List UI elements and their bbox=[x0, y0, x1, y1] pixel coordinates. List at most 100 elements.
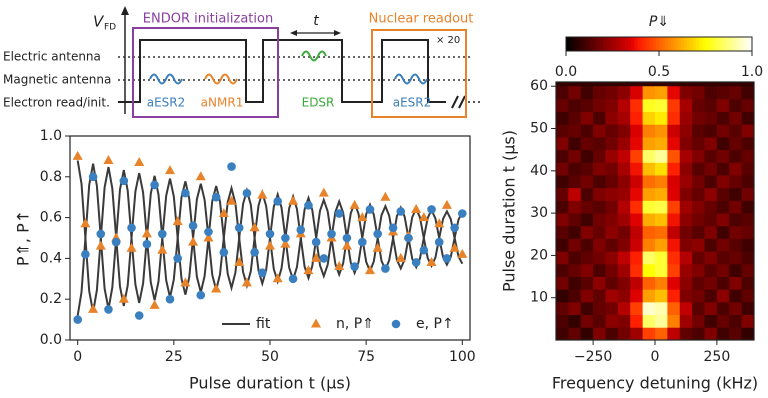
heatmap-cell bbox=[568, 124, 582, 138]
colorbar-step bbox=[690, 37, 694, 51]
heatmap-cell bbox=[679, 86, 693, 100]
y-axis-label: P⇑, P↑ bbox=[14, 210, 33, 266]
heatmap-cell bbox=[716, 314, 730, 328]
heatmap-cell bbox=[617, 314, 631, 328]
heatmap-cell bbox=[580, 175, 594, 189]
heatmap-cell bbox=[642, 263, 656, 277]
heatmap-cell bbox=[667, 251, 681, 265]
colorbar-step bbox=[730, 37, 734, 51]
heatmap-cell bbox=[630, 225, 644, 239]
y-axis-label: Pulse duration t (μs) bbox=[500, 130, 519, 292]
heatmap-cell bbox=[704, 86, 718, 100]
heatmap-cell bbox=[556, 213, 569, 227]
colorbar-step bbox=[742, 37, 747, 51]
heatmap-cell bbox=[617, 263, 631, 277]
heatmap-cell bbox=[679, 200, 693, 214]
heatmap-cell bbox=[580, 187, 594, 201]
heatmap-cell bbox=[593, 200, 606, 214]
circle-marker bbox=[434, 237, 444, 247]
heatmap-cell bbox=[593, 136, 606, 151]
heatmap-cell bbox=[617, 175, 631, 189]
triangle-marker bbox=[280, 238, 291, 248]
heatmap-cell bbox=[729, 238, 743, 252]
heatmap-cell bbox=[729, 251, 743, 265]
triangle-marker bbox=[195, 171, 206, 181]
heatmap-cell bbox=[655, 187, 668, 201]
heatmap-cell bbox=[605, 289, 619, 303]
heatmap-cell bbox=[704, 136, 718, 151]
pulse-label: aNMR1 bbox=[201, 96, 244, 110]
heatmap-cell bbox=[605, 111, 619, 125]
colorbar-step bbox=[618, 37, 623, 51]
heatmap-cell bbox=[716, 327, 730, 341]
heatmap-cell bbox=[692, 149, 705, 163]
heatmap-cell bbox=[741, 263, 755, 277]
heatmap-cell bbox=[630, 314, 644, 328]
heatmap-cell bbox=[568, 314, 582, 328]
heatmap-cell bbox=[580, 136, 594, 151]
heatmap-cell bbox=[692, 124, 705, 138]
heatmap-cell bbox=[605, 162, 619, 176]
colorbar-step bbox=[705, 37, 709, 51]
heatmap-cell bbox=[642, 276, 656, 290]
heatmap-cell bbox=[568, 327, 582, 341]
circle-marker bbox=[150, 180, 159, 190]
arrow-head bbox=[334, 30, 341, 36]
heatmap-cell bbox=[729, 98, 743, 113]
colorbar-step bbox=[575, 37, 579, 51]
heatmap-cell bbox=[556, 86, 569, 100]
colorbar-step bbox=[572, 37, 576, 51]
heatmap-cell bbox=[741, 327, 755, 341]
heatmap-cell bbox=[655, 111, 668, 125]
heatmap-cell bbox=[667, 225, 681, 239]
voltage-subscript: FD bbox=[104, 23, 116, 33]
heatmap-cell bbox=[593, 111, 606, 125]
duration-label: t bbox=[313, 13, 319, 29]
colorbar-step bbox=[699, 37, 703, 51]
heatmap-cell bbox=[716, 111, 730, 125]
heatmap-cell bbox=[704, 200, 718, 214]
heatmap-cell bbox=[630, 162, 644, 176]
circle-marker bbox=[296, 225, 306, 235]
heatmap-cell bbox=[617, 327, 631, 341]
heatmap-cell bbox=[605, 187, 619, 201]
triangle-marker bbox=[395, 252, 406, 262]
pulse-diagram: V FD Electric antenna Magnetic antenna E… bbox=[3, 6, 480, 118]
heatmap-cell bbox=[704, 187, 718, 201]
endor-box bbox=[132, 27, 279, 118]
heatmap-cell bbox=[667, 327, 681, 341]
heatmap-cell bbox=[716, 162, 730, 176]
colorbar-step bbox=[727, 37, 731, 51]
heatmap-cell bbox=[556, 301, 569, 316]
heatmap-cell bbox=[704, 301, 718, 316]
heatmap-cell bbox=[692, 175, 705, 189]
circle-marker bbox=[134, 311, 144, 320]
heatmap-cell bbox=[556, 149, 569, 163]
heatmap-cell bbox=[630, 276, 644, 290]
heatmap-cell bbox=[617, 200, 631, 214]
colorbar-step bbox=[606, 37, 610, 51]
heatmap-cell bbox=[679, 289, 693, 303]
colorbar-step bbox=[665, 37, 669, 51]
heatmap-cell bbox=[704, 289, 718, 303]
heatmap-cell bbox=[580, 213, 594, 227]
heatmap-cell bbox=[679, 111, 693, 125]
heatmap-cell bbox=[741, 213, 755, 227]
heatmap-cell bbox=[580, 289, 594, 303]
heatmap-cell bbox=[741, 238, 755, 252]
colorbar-step bbox=[702, 37, 706, 51]
heatmap-cell bbox=[729, 200, 743, 214]
heatmap-cell bbox=[593, 263, 606, 277]
heatmap-cell bbox=[605, 263, 619, 277]
heatmap-cell bbox=[692, 98, 705, 113]
heatmap-cell bbox=[580, 263, 594, 277]
heatmap-cell bbox=[679, 263, 693, 277]
heatmap-cell bbox=[716, 289, 730, 303]
heatmap-cell bbox=[741, 301, 755, 316]
y-tick-label: 40 bbox=[530, 163, 548, 179]
triangle-marker bbox=[411, 203, 422, 213]
triangle-marker bbox=[241, 277, 252, 287]
heatmap-cell bbox=[593, 187, 606, 201]
heatmap-cell bbox=[605, 238, 619, 252]
heatmap-cell bbox=[580, 327, 594, 341]
